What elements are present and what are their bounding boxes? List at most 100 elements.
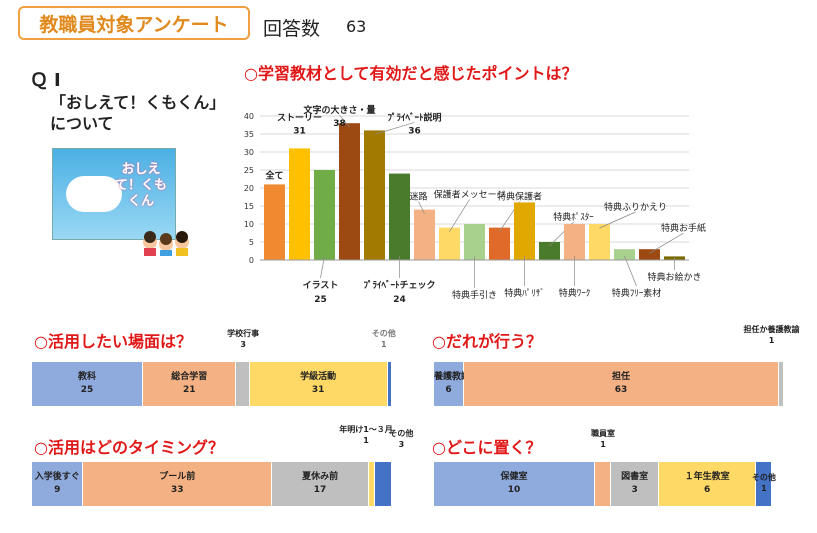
category-label-5: ﾌﾟﾗｲﾍﾞｰﾄチェック — [363, 279, 435, 291]
value-label-5: 24 — [393, 295, 406, 305]
bar-1 — [289, 148, 310, 260]
question-line-1: 「おしえて！くもくん」 — [50, 93, 226, 112]
segment-value-3: 31 — [311, 385, 325, 395]
bar-4 — [364, 130, 385, 260]
leader-line-7 — [449, 199, 470, 232]
segment-value-0: 25 — [80, 385, 94, 395]
y-tick-label-0: 0 — [249, 256, 254, 265]
value-label-2: 25 — [314, 295, 327, 305]
category-label-0: 全て — [264, 169, 283, 181]
chart-2-title: ○活用したい場面は？ — [34, 332, 192, 351]
callout-value-4: 1 — [761, 484, 767, 493]
y-tick-label-1: 5 — [249, 238, 254, 247]
chart-1-title: ○学習教材として有効だと感じたポイントは？ — [244, 64, 578, 83]
bar-0 — [264, 184, 285, 260]
segment-2: 図書室 3 — [611, 462, 660, 506]
question-text: 「おしえて！くもくん」 について — [50, 92, 250, 134]
leader-line-3 — [339, 114, 350, 128]
callout-label-3: 年明け1～３月 1 — [326, 424, 406, 446]
segment-3 — [369, 462, 375, 506]
segment-category-3: １年生教室 — [684, 472, 730, 482]
leader-line-4 — [374, 122, 415, 135]
chart-4-title: ○活用はどのタイミング？ — [34, 438, 224, 457]
leader-line-15 — [649, 232, 684, 254]
segment-category-0: 養護教諭 — [434, 372, 471, 382]
segment-category-0: 教科 — [78, 372, 97, 382]
segment-label-0: 教科 25 — [32, 371, 142, 397]
category-label-11: 特典ﾎﾟｽﾀｰ — [553, 211, 594, 223]
bar-2 — [314, 170, 335, 260]
segment-value-0: 9 — [54, 485, 61, 495]
segment-label-3: 学級活動 31 — [250, 371, 387, 397]
category-label-14: 特典ﾌﾘｰ素材 — [612, 287, 662, 299]
leader-line-14 — [624, 255, 637, 287]
category-label-3: 文字の大きさ・量 — [302, 104, 375, 116]
segment-category-1: 総合学習 — [171, 372, 208, 382]
segment-4 — [387, 362, 392, 406]
leader-line-13 — [599, 211, 636, 229]
segment-4 — [755, 462, 772, 506]
callout-value-3: 1 — [363, 436, 369, 445]
chart-3-who-conducts: 養護教諭 6 担任 63 担任か養護教諭 1 — [434, 325, 800, 410]
callout-label-4: その他 1 — [344, 328, 424, 350]
y-tick-label-5: 25 — [244, 166, 254, 175]
callout-category-4: その他 — [389, 429, 414, 438]
callout-value-2: 1 — [768, 336, 775, 345]
question-line-2: について — [50, 114, 114, 133]
segment-0: 教科 25 — [32, 362, 144, 406]
callout-value-1: 1 — [600, 440, 606, 449]
segment-4 — [374, 462, 392, 506]
bar-9 — [489, 227, 510, 260]
bar-11 — [539, 242, 560, 260]
callout-category-3: 年明け1～３月 — [339, 425, 393, 434]
category-label-16: 特典お絵かき — [647, 271, 701, 283]
callout-label-2: 学校行事 3 — [203, 328, 283, 350]
y-tick-label-6: 30 — [244, 148, 254, 157]
category-label-1: ストーリー — [277, 112, 322, 123]
category-label-10: 特典ﾊﾟﾘｻﾞ — [504, 287, 545, 299]
y-tick-label-3: 15 — [244, 202, 254, 211]
chart-1-effective-points: 0 5 10 15 20 25 30 35 40 全て ストーリー 31 イラスト 25 文字の大きさ・量 3… — [244, 104, 706, 305]
segment-category-3: 学級活動 — [300, 372, 337, 382]
bar-13 — [589, 224, 610, 260]
segment-label-3: １年生教室 6 — [659, 471, 755, 497]
segment-label-1: 担任 63 — [464, 371, 778, 397]
segment-2 — [236, 362, 250, 406]
segment-1 — [594, 462, 612, 506]
segment-2: 夏休み前 17 — [272, 462, 370, 506]
book-cover-title: おしえて！くもくん — [114, 162, 167, 209]
cloud-character-image — [66, 176, 122, 212]
segment-label-1: 総合学習 21 — [143, 371, 235, 397]
segment-category-1: 担任 — [611, 372, 630, 382]
category-label-6: 迷路 — [409, 191, 427, 203]
chart-5-placement: 保健室 10 職員室 1 図書室 3 １年生教室 6 その他 1 — [434, 429, 776, 510]
bar-3 — [339, 123, 360, 260]
chart-5-title: ○どこに置く？ — [432, 438, 542, 457]
segment-label-0: 養護教諭 6 — [434, 371, 471, 397]
segment-value-1: 33 — [170, 485, 184, 495]
segment-3: 学級活動 31 — [249, 362, 388, 406]
segment-value-2: 3 — [631, 485, 638, 495]
segment-3: １年生教室 6 — [659, 462, 756, 506]
segment-label-0: 保健室 10 — [434, 471, 594, 497]
bar-6 — [414, 209, 435, 260]
segment-category-2: 図書室 — [621, 472, 649, 482]
segment-value-0: 6 — [445, 385, 452, 395]
value-label-1: 31 — [293, 126, 306, 136]
segment-label-0: 入学後すぐ 9 — [32, 471, 82, 497]
segment-2 — [779, 362, 784, 406]
callout-category-4: その他 — [371, 329, 396, 338]
segment-category-0: 入学後すぐ — [34, 472, 80, 482]
children-illustration — [143, 231, 189, 256]
bar-14 — [614, 249, 635, 260]
bar-15 — [639, 249, 660, 260]
y-tick-label-4: 20 — [244, 184, 254, 193]
callout-label-4: その他 1 — [724, 472, 804, 494]
category-label-7: 保護者メッセージ — [434, 189, 506, 201]
bar-8 — [464, 224, 485, 260]
y-tick-label-7: 35 — [244, 130, 254, 139]
y-tick-label-8: 40 — [244, 112, 254, 121]
category-label-4: ﾌﾟﾗｲﾍﾞｰﾄ説明 — [387, 111, 441, 123]
callout-label-2: 担任か養護教諭 1 — [732, 324, 812, 346]
survey-title: 教職員対象アンケート — [18, 6, 250, 40]
